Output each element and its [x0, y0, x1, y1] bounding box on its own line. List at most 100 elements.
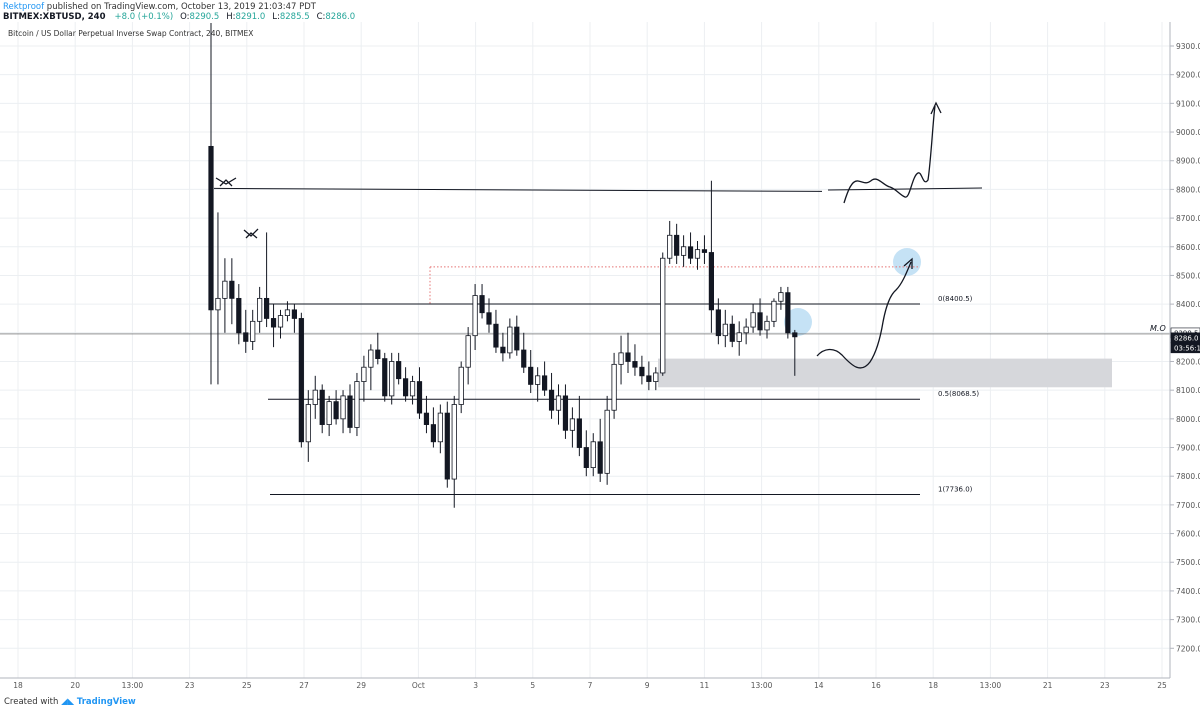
grid-lines [0, 22, 1170, 678]
x-tick-label: 11 [700, 681, 710, 690]
publish-info: Rektproof published on TradingView.com, … [3, 2, 316, 12]
candle-body [639, 366, 645, 377]
x-tick-label: 18 [13, 681, 23, 690]
level-label: 0(8400.5) [938, 295, 973, 303]
x-tick-label: 5 [530, 681, 535, 690]
candle-body [611, 363, 617, 411]
x-tick-label: 20 [70, 681, 80, 690]
y-tick-label: 9300.0 [1176, 42, 1200, 51]
level-label: 0.5(8068.5) [938, 390, 979, 398]
candle-body [667, 234, 673, 259]
candle-body [750, 312, 756, 328]
candle-body [660, 257, 666, 374]
low-value: 8285.5 [279, 12, 310, 22]
candle-body [792, 332, 798, 338]
chart-title: Bitcoin / US Dollar Perpetual Inverse Sw… [8, 29, 253, 38]
projection-path-lower [816, 261, 912, 369]
candle-body [590, 441, 596, 468]
candle-body [618, 352, 624, 365]
candle-body [743, 326, 749, 334]
candle-body [444, 412, 450, 480]
x-tick-label: 27 [299, 681, 309, 690]
candle-body [465, 335, 471, 368]
ohlc-info: BITMEX:XBTUSD, 240 +8.0 (+0.1%) O:8290.5… [3, 12, 355, 22]
x-tick-label: 25 [1157, 681, 1167, 690]
candle-body [514, 326, 520, 351]
change-value: +8.0 (+0.1%) [114, 12, 174, 22]
x-tick-label: 25 [242, 681, 252, 690]
level-line [213, 187, 823, 192]
candle-body [729, 323, 735, 342]
candle-body [298, 318, 304, 443]
projection-arrowhead-upper [930, 101, 942, 115]
candle-body [486, 312, 492, 325]
close-value: 8286.0 [325, 12, 356, 22]
candle-body [243, 332, 249, 342]
candle-body [632, 361, 638, 368]
highlight-circle-right [893, 248, 921, 276]
hand-drawings [215, 101, 983, 369]
candle-body [437, 412, 443, 443]
price-chart[interactable]: 0(8400.5) 0.5(8068.5) 1(7736.0) M.O Bitcoin… [0, 22, 1200, 711]
x-tick-label: 7 [588, 681, 593, 690]
candle-body [375, 349, 381, 360]
target-line-upper [827, 187, 983, 191]
y-tick-label: 9100.0 [1176, 99, 1200, 108]
level-label: 1(7736.0) [938, 486, 973, 494]
y-tick-label: 9000.0 [1176, 128, 1200, 137]
author-link[interactable]: Rektproof [3, 2, 45, 12]
candle-body [263, 297, 270, 319]
candle-body [555, 395, 562, 411]
candle-body [548, 389, 555, 411]
price-tag-box [1170, 342, 1200, 354]
y-tick-label: 7700.0 [1176, 501, 1200, 510]
candle-body [521, 349, 527, 368]
x-tick-label: 9 [645, 681, 650, 690]
x-tick-label: 23 [185, 681, 195, 690]
candle-body [646, 375, 652, 382]
candle-body [597, 441, 603, 474]
y-tick-label: 7300.0 [1176, 616, 1200, 625]
candle-body [257, 297, 263, 322]
tradingview-brand[interactable]: TradingView [76, 697, 136, 707]
y-tick-label: 8900.0 [1176, 157, 1200, 166]
x-tick-label: 13:00 [980, 681, 1002, 690]
y-tick-label: 7400.0 [1176, 587, 1200, 596]
candle-body [389, 361, 395, 397]
candle-body [722, 323, 728, 337]
candle-body [409, 381, 416, 397]
created-with-label: Created with [4, 697, 59, 707]
candle-body [291, 309, 298, 319]
tradingview-logo-icon: ◢◣ [61, 697, 75, 707]
time-axis[interactable]: 18 20 13:00 23 25 27 29 Oct 3 5 7 9 11 13:00 14 16 18 13:… [0, 677, 1170, 690]
footer: Created with ◢◣ TradingView [4, 697, 136, 707]
candle-body [451, 404, 457, 480]
candle-body [319, 389, 325, 425]
cross-marker-2 [243, 228, 259, 239]
x-tick-label: 14 [814, 681, 824, 690]
x-tick-label: 13:00 [751, 681, 773, 690]
candle-body [402, 378, 409, 397]
candle-body [583, 447, 589, 468]
candle-body [333, 401, 339, 420]
y-tick-label: 8600.0 [1176, 243, 1200, 252]
close-label: C: [316, 12, 326, 22]
candles [208, 23, 798, 508]
candle-body [277, 315, 284, 328]
y-tick-label: 8800.0 [1176, 185, 1200, 194]
candle-body [458, 366, 464, 405]
candle-body [305, 404, 311, 443]
y-tick-label: 8700.0 [1176, 214, 1200, 223]
candle-body [416, 381, 423, 414]
candle-body [708, 252, 715, 311]
symbol-label: BITMEX:XBTUSD, 240 [3, 12, 106, 22]
support-zone [658, 358, 1112, 388]
candle-body [778, 292, 784, 302]
y-tick-label: 8100.0 [1176, 386, 1200, 395]
price-tag-label: 03:56:16 [1174, 344, 1200, 352]
x-tick-label: 18 [928, 681, 938, 690]
candle-body [542, 375, 548, 391]
cross-marker-1 [215, 177, 237, 187]
open-label: O: [180, 12, 190, 22]
